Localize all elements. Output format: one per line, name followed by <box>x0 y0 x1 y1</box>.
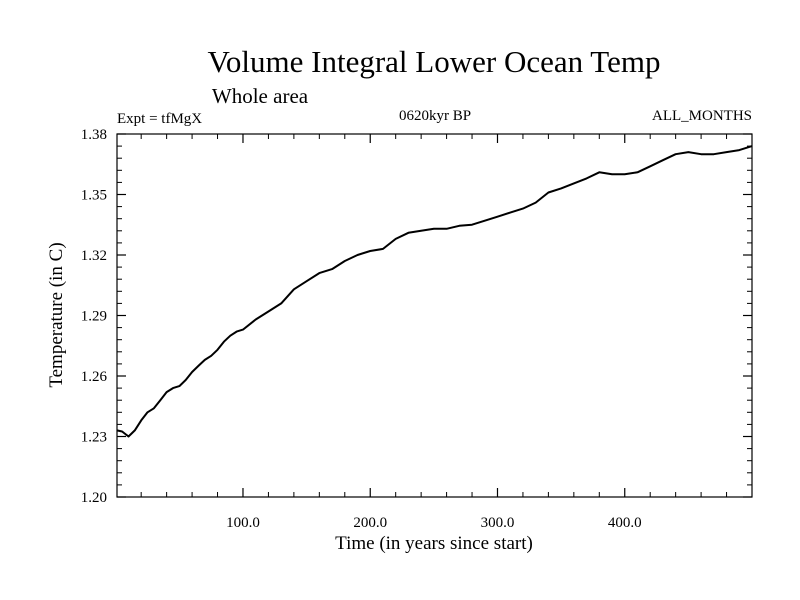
x-tick-label: 200.0 <box>353 515 387 531</box>
y-axis-label: Temperature (in C) <box>46 242 67 387</box>
y-tick-label: 1.38 <box>81 127 107 143</box>
minor-ticks <box>117 134 752 497</box>
chart-subtitle: Whole area <box>212 84 309 108</box>
x-tick-label: 100.0 <box>226 515 260 531</box>
y-tick-label: 1.32 <box>81 248 107 264</box>
x-tick-label: 400.0 <box>608 515 642 531</box>
expt-label: Expt = tfMgX <box>117 111 202 127</box>
y-tick-label: 1.20 <box>81 490 107 506</box>
tick-labels: 100.0 200.0 300.0 400.0 1.20 1.23 1.26 1.29 1.32… <box>81 127 642 531</box>
y-tick-label: 1.26 <box>81 369 108 385</box>
period-label: 0620kyr BP <box>399 108 471 124</box>
months-label: ALL_MONTHS <box>652 108 752 124</box>
chart-title: Volume Integral Lower Ocean Temp <box>208 44 661 79</box>
plot-frame <box>116 133 753 498</box>
y-tick-label: 1.23 <box>81 430 107 446</box>
y-tick-label: 1.35 <box>81 188 107 204</box>
major-ticks <box>117 133 752 498</box>
y-tick-label: 1.29 <box>81 309 107 325</box>
x-tick-label: 300.0 <box>481 515 515 531</box>
x-axis-label: Time (in years since start) <box>335 533 533 554</box>
series-line <box>116 145 753 438</box>
